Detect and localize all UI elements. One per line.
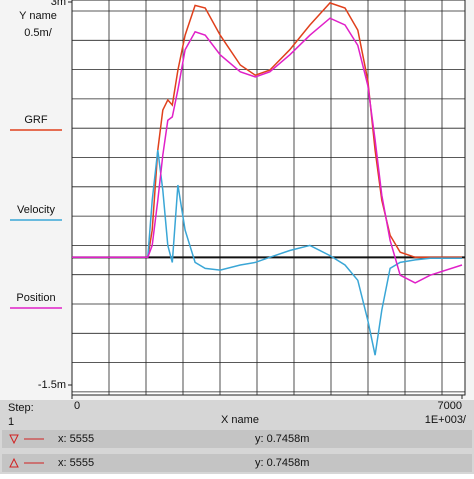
step-label: Step: <box>8 402 34 414</box>
cursor-row <box>2 430 472 448</box>
plot-area <box>71 0 466 396</box>
legend-label: GRF <box>24 114 48 126</box>
cursor-x: x: 5555 <box>58 433 94 445</box>
series-line <box>72 17 463 284</box>
legend-label: Velocity <box>17 204 55 216</box>
x-scale-label: 1E+003/ <box>425 414 467 426</box>
x-tick-label: 0 <box>74 400 80 412</box>
cursor-y: y: 0.7458m <box>255 457 309 469</box>
legend: GRF Velocity Position <box>10 114 62 309</box>
series-line <box>72 150 462 356</box>
legend-label: Position <box>16 292 55 304</box>
cursor-icon[interactable] <box>9 457 19 468</box>
y-tick-label: -1.5m <box>38 379 66 391</box>
y-tick-label: 3m <box>51 0 66 8</box>
cursor-icon[interactable] <box>9 434 19 445</box>
cursor-row <box>2 454 472 472</box>
cursor-x: x: 5555 <box>58 457 94 469</box>
cursor-y: y: 0.7458m <box>255 433 309 445</box>
y-scale-label: 0.5m/ <box>24 27 52 39</box>
x-tick-label: 7000 <box>438 400 462 412</box>
step-value: 1 <box>8 416 14 428</box>
x-label: X name <box>221 414 259 426</box>
y-label: Y name <box>19 10 57 22</box>
